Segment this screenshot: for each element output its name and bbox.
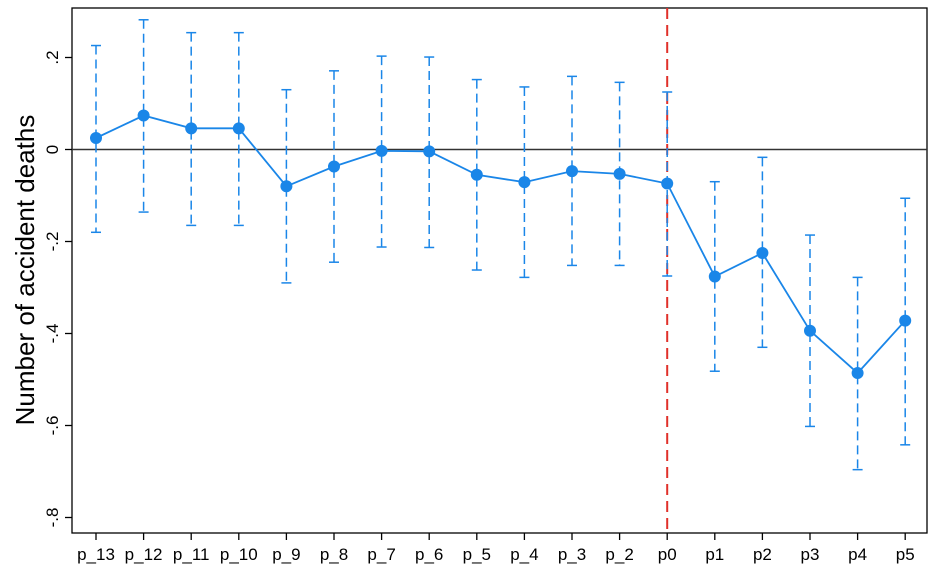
- x-tick-label: p_6: [415, 545, 443, 564]
- data-point: [423, 145, 436, 158]
- x-axis: p_13 p_12 p_11 p_10 p_9 p_8 p_7 p_6 p_5 p_4 p_3 p_2…: [77, 533, 915, 564]
- series-line-path: [95, 114, 906, 375]
- y-tick-label: .2: [43, 50, 62, 64]
- data-point: [232, 122, 245, 135]
- data-point: [470, 168, 483, 181]
- y-tick-label: -.8: [43, 508, 62, 528]
- x-tick-label: p_3: [558, 545, 586, 564]
- x-tick-label: p_10: [220, 545, 258, 564]
- x-tick-label: p_5: [463, 545, 491, 564]
- x-tick-label: p4: [848, 545, 867, 564]
- x-tick-label: p_11: [173, 545, 210, 564]
- data-point: [280, 180, 293, 193]
- data-point: [375, 144, 388, 157]
- y-axis: .2 0 -.2 -.4 -.6 -.8: [43, 50, 72, 527]
- reference-lines: [72, 8, 927, 533]
- data-point: [613, 167, 626, 180]
- data-point: [328, 160, 340, 173]
- x-tick-label: p3: [801, 545, 820, 564]
- x-tick-label: p_2: [605, 545, 633, 564]
- x-tick-label: p1: [705, 545, 724, 564]
- series-line: [95, 114, 906, 375]
- data-point: [661, 177, 674, 190]
- data-point: [756, 247, 769, 259]
- y-axis-label: Number of accident deaths: [10, 115, 40, 426]
- x-tick-label: p_7: [367, 545, 395, 564]
- x-tick-label: p_8: [320, 545, 348, 564]
- data-point: [851, 367, 864, 380]
- data-point: [185, 122, 198, 135]
- data-point: [708, 270, 721, 283]
- data-point: [90, 132, 102, 144]
- x-tick-label: p_13: [77, 545, 115, 564]
- data-point: [566, 165, 578, 178]
- x-tick-label: p_4: [510, 545, 538, 564]
- confidence-intervals: [91, 19, 911, 471]
- data-point: [899, 314, 912, 327]
- data-point: [804, 324, 816, 337]
- y-tick-label: 0: [43, 145, 62, 154]
- y-tick-label: -.4: [43, 324, 62, 344]
- x-tick-label: p_9: [272, 545, 300, 564]
- series-points: [90, 109, 912, 380]
- x-tick-label: p2: [753, 545, 772, 564]
- data-point: [137, 109, 150, 122]
- data-point: [518, 176, 531, 189]
- x-tick-label: p5: [896, 545, 915, 564]
- x-tick-label: p0: [658, 545, 677, 564]
- plot-frame: [71, 7, 928, 534]
- y-tick-label: -.2: [43, 232, 62, 252]
- y-tick-label: -.6: [43, 416, 62, 436]
- x-tick-label: p_12: [125, 545, 163, 564]
